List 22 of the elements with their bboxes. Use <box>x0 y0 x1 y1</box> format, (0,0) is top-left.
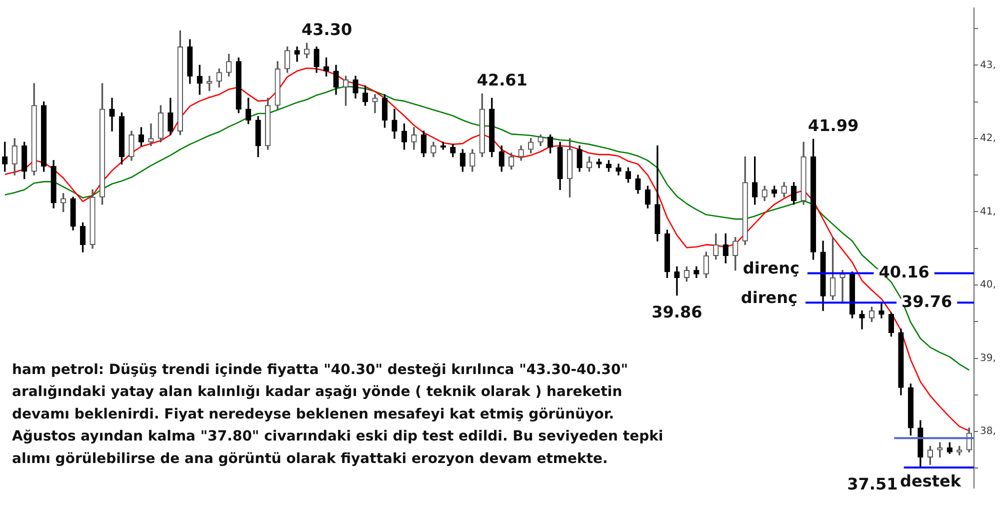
candlestick <box>109 98 115 132</box>
y-tick-label: 40, <box>980 280 996 291</box>
ref-line-label: 39.76 <box>902 292 952 311</box>
candlestick <box>148 123 154 146</box>
candlestick <box>372 94 378 114</box>
annotation: 43.30 <box>302 20 352 40</box>
annotation: direnç <box>742 258 800 278</box>
candlestick <box>674 266 680 296</box>
y-tick-label: 41, <box>980 206 996 218</box>
annotation: 39.86 <box>652 302 702 322</box>
annotation: direnç <box>740 288 798 307</box>
annotation: 37.51 <box>847 474 898 494</box>
y-tick-label: 43, <box>980 60 996 71</box>
candlestick <box>859 310 865 330</box>
y-tick-label: 38, <box>980 426 996 438</box>
y-tick-label: 42, <box>980 133 996 144</box>
ref-line-label: 40.16 <box>878 262 930 282</box>
annotation: 41.99 <box>808 116 859 136</box>
annotation: 42.61 <box>476 70 528 90</box>
annotation: ham petrol: Düşüş trendi içinde fiyatta "40.30" desteği kırılınca "43.30-40.30" aralığındaki yatay alan kalınlığı kadar aşağı yönde ( teknik olarak ) hareketin devamı beklenirdi. Fiyat neredeyse beklenen mesafeyi kat etmiş görünüyor. Ağustos ayından kalma "37.80" civarındaki eski dip test edildi. Bu seviyeden tepki alımı görülebilirse de ana görüntü olarak fiyattaki erozyon devam etmekte. <box>12 362 664 467</box>
y-tick-label: 39, <box>980 352 996 364</box>
ref-line-label: destek <box>900 472 962 491</box>
